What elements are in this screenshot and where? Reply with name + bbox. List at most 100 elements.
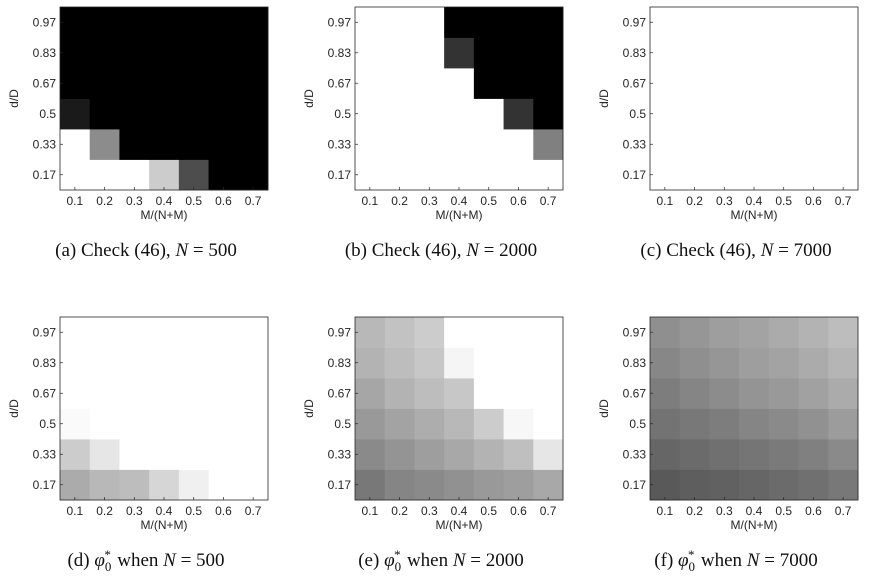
x-tick-label: 0.3	[421, 194, 438, 208]
heatmap-cell	[503, 68, 534, 99]
x-tick-label: 0.4	[451, 194, 468, 208]
heatmap-cell	[798, 469, 829, 501]
heatmap-cell	[473, 68, 504, 99]
x-tick-label: 0.7	[835, 504, 852, 518]
heatmap-cell	[473, 378, 504, 409]
heatmap-cell	[355, 378, 386, 409]
heatmap-cell	[533, 37, 564, 69]
heatmap-cell	[503, 98, 534, 130]
x-tick-label: 0.6	[805, 194, 822, 208]
heatmap-cell	[149, 408, 180, 440]
heatmap-cell	[679, 129, 710, 160]
heatmap-cell	[798, 7, 829, 38]
y-tick-label: 0.33	[33, 447, 57, 461]
heatmap-cell	[768, 129, 799, 160]
heatmap-cell	[208, 408, 239, 440]
heatmap-cell	[149, 347, 180, 379]
heatmap-cell	[414, 68, 445, 99]
heatmap-cell	[828, 159, 859, 191]
heatmap-panel-c: 0.1 0.2 0.3 0.4 0.5 0.6 0.7 0.17 0.33 0.5 0.67 0.83…	[597, 6, 859, 261]
heatmap-cell	[355, 159, 386, 191]
heatmap-cell	[739, 408, 770, 440]
heatmap-cell	[533, 98, 564, 130]
heatmap-cell	[503, 159, 534, 191]
heatmap-cell	[473, 129, 504, 160]
heatmap-cell	[238, 98, 269, 130]
y-tick-label: 0.33	[328, 447, 352, 461]
heatmap-cell	[473, 159, 504, 191]
y-tick-label: 0.97	[623, 15, 647, 29]
heatmap-cell	[709, 317, 740, 348]
heatmap-cell	[60, 378, 91, 409]
heatmap-cell	[533, 159, 564, 191]
heatmap-cell	[238, 317, 269, 348]
heatmap-cell	[798, 317, 829, 348]
x-axis-label: M/(N+M)	[141, 208, 188, 222]
y-tick-label: 0.83	[328, 356, 352, 370]
heatmap-panel-a: 0.1 0.2 0.3 0.4 0.5 0.6 0.7 0.17 0.33 0.5 0.67 0.83…	[7, 6, 269, 261]
heatmap-cell	[60, 347, 91, 379]
heatmap-cell	[798, 68, 829, 99]
y-tick-label: 0.83	[328, 46, 352, 60]
heatmap-cell	[503, 469, 534, 501]
heatmap-cell	[414, 37, 445, 69]
heatmap-cell	[149, 439, 180, 470]
y-tick-label: 0.97	[33, 15, 57, 29]
x-tick-label: 0.7	[540, 194, 557, 208]
heatmap-cell	[650, 439, 681, 470]
heatmap-cell	[384, 347, 415, 379]
y-tick-label: 0.67	[33, 386, 57, 400]
y-tick-label: 0.17	[33, 478, 57, 492]
heatmap-cell	[384, 378, 415, 409]
heatmap-cell	[149, 159, 180, 191]
x-tick-label: 0.2	[391, 504, 408, 518]
panel-caption: (d) φ0* when N = 500	[67, 547, 224, 574]
heatmap-cell	[828, 469, 859, 501]
heatmap-cell	[503, 37, 534, 69]
heatmap-cell	[238, 347, 269, 379]
x-tick-label: 0.3	[126, 194, 143, 208]
y-tick-label: 0.5	[334, 107, 351, 121]
heatmap-cell	[384, 439, 415, 470]
heatmap-cell	[208, 98, 239, 130]
x-axis-label: M/(N+M)	[436, 518, 483, 532]
heatmap-cell	[384, 68, 415, 99]
heatmap-cell	[679, 469, 710, 501]
heatmap-cell	[149, 68, 180, 99]
heatmap-cell	[444, 378, 475, 409]
heatmap-cell	[60, 439, 91, 470]
x-tick-label: 0.4	[156, 504, 173, 518]
x-tick-label: 0.4	[156, 194, 173, 208]
heatmap-cell	[355, 317, 386, 348]
heatmap-cell	[355, 469, 386, 501]
y-tick-label: 0.5	[629, 107, 646, 121]
heatmap-cell	[739, 347, 770, 379]
heatmap-cell	[178, 37, 209, 69]
heatmap-cell	[89, 98, 120, 130]
heatmap-cell	[768, 408, 799, 440]
heatmap-cell	[768, 439, 799, 470]
heatmap-cell	[384, 408, 415, 440]
heatmap-cell	[149, 37, 180, 69]
heatmap-cell	[768, 317, 799, 348]
heatmap-cell	[473, 408, 504, 440]
heatmap-cell	[798, 408, 829, 440]
heatmap-cell	[533, 408, 564, 440]
x-tick-label: 0.1	[67, 194, 84, 208]
heatmap-cell	[414, 129, 445, 160]
heatmap-cell	[739, 378, 770, 409]
heatmap-cell	[178, 129, 209, 160]
y-tick-label: 0.5	[629, 417, 646, 431]
heatmap-cell	[650, 7, 681, 38]
x-tick-label: 0.7	[540, 504, 557, 518]
heatmap-cell	[739, 98, 770, 130]
heatmap-cell	[149, 98, 180, 130]
heatmap-cell	[60, 408, 91, 440]
heatmap-cell	[739, 317, 770, 348]
heatmap-cell	[828, 439, 859, 470]
heatmap-cell	[650, 98, 681, 130]
heatmap-cell	[238, 159, 269, 191]
heatmap-cell	[119, 347, 150, 379]
heatmap-cell	[60, 37, 91, 69]
heatmap-cell	[473, 317, 504, 348]
